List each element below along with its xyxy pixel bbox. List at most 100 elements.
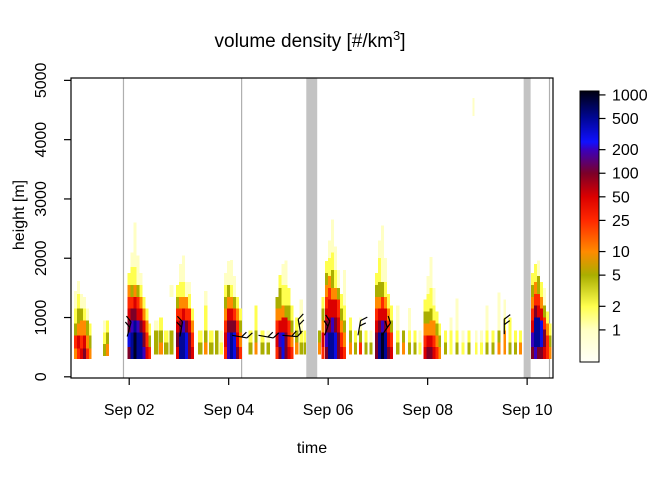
heatmap-cell [224,347,228,360]
legend-tick-label: 2 [612,299,621,316]
heatmap-cell [224,320,228,333]
heatmap-cell [429,320,433,336]
legend-tick-label: 5 [612,268,621,285]
heatmap-cell [438,347,442,360]
heatmap-cell [374,320,378,333]
heatmap-cell [136,255,140,285]
heatmap-cell [142,320,146,333]
heatmap-cell [85,320,89,336]
heatmap-cell [88,335,92,349]
heatmap-cell [130,267,134,285]
heatmap-cell [278,274,282,288]
heatmap-cell [82,320,86,336]
heatmap-cell [364,342,368,355]
heatmap-cell [334,299,338,318]
heatmap-cell [130,284,134,297]
heatmap-cell [418,330,422,343]
heatmap-cell [331,299,335,318]
heatmap-cell [175,296,179,309]
wind-barb-glyph [282,330,303,338]
heatmap-cell [429,308,433,321]
wind-barb-glyph [503,314,511,335]
heatmap-cell [281,264,285,285]
heatmap-cell [224,308,228,321]
heatmap-cell [219,330,224,343]
heatmap-cell [432,347,436,360]
heatmap-cell [227,320,231,333]
heatmap-cell [73,348,77,360]
y-tick-label: 1000 [33,300,50,336]
heatmap-cell [321,347,325,360]
wind-barb-glyph [232,331,253,339]
heatmap-cell [187,281,191,294]
heatmap-cell [181,332,185,360]
heatmap-cell [485,305,489,331]
data-gap-bar [306,78,318,378]
heatmap-cell [187,320,191,333]
heatmap-cell [278,308,282,321]
heatmap-cell [519,330,523,343]
heatmap-cell [543,347,547,360]
heatmap-cell [354,330,358,343]
heatmap-cell [278,287,282,309]
heatmap-cell [82,335,86,349]
heatmap-cell [76,293,80,309]
wind-barb [176,315,184,337]
heatmap-cell [389,332,393,348]
heatmap-cell [531,308,535,321]
heatmap-cell [325,308,329,321]
heatmap-cell [321,332,325,348]
heatmap-cell [374,332,378,348]
heatmap-cell [549,323,552,336]
heatmap-cell [190,308,194,321]
heatmap-cell [331,287,335,300]
heatmap-cell [401,330,405,343]
heatmap-cell [299,299,303,331]
heatmap-cell [136,284,140,297]
heatmap-cell [287,305,291,321]
heatmap-cell [224,284,228,297]
heatmap-cell [73,290,77,309]
heatmap-cell [275,296,279,309]
heatmap-cell [364,330,368,343]
legend-tick-label: 100 [612,166,639,183]
heatmap-cell [224,273,228,285]
heatmap-cell [503,330,507,343]
data-gap-bars [306,78,531,378]
wind-barb [282,330,303,338]
heatmap-cell [534,264,538,282]
heatmap-cell [337,287,341,300]
heatmap-cell [374,284,378,297]
heatmap-cell [236,332,240,348]
heatmap-cell [79,320,83,336]
heatmap-cell [349,330,353,343]
heatmap-cell [287,320,291,333]
heatmap-cell [546,335,550,348]
heatmap-cell [239,347,243,360]
heatmap-cell [383,308,387,321]
wind-barb-glyph [258,331,280,339]
heatmap-cell [105,344,109,357]
wind-barb-glyph [297,313,305,335]
heatmap-cell [299,342,303,355]
heatmap-cell [233,276,237,297]
heatmap-cell [546,347,550,360]
y-tick-label: 3000 [33,181,50,217]
heatmap-cell [73,323,77,336]
chart-title: volume density [#/km3] [215,28,406,52]
heatmap-cell [318,342,322,355]
heatmap-cell [139,296,143,309]
heatmap-cell [294,342,299,355]
heatmap-cell [514,330,518,343]
heatmap-cell [281,317,285,333]
heatmap-cell [224,296,228,309]
heatmap-cell [181,296,185,309]
heatmap-cell [233,308,237,321]
heatmap-cell [105,332,109,345]
heatmap-cell [139,332,143,360]
heatmap-cell [491,342,495,355]
heatmap-cell [248,330,253,343]
heatmap-cell [233,320,237,333]
heatmap-cell [337,270,341,288]
heatmap-cell [383,281,387,297]
